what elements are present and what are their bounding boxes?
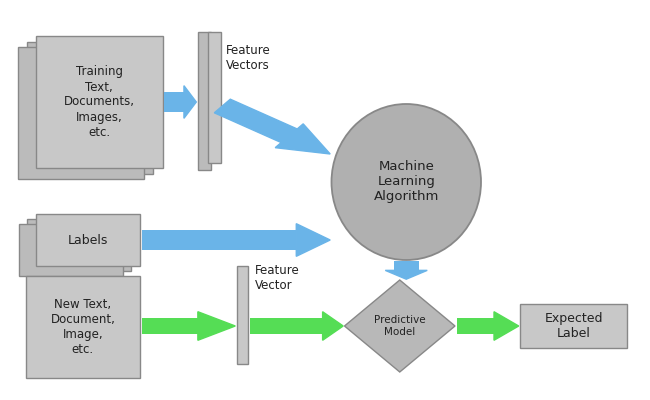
FancyBboxPatch shape — [164, 92, 184, 112]
Polygon shape — [184, 86, 196, 118]
Polygon shape — [344, 280, 455, 372]
Text: New Text,
Document,
Image,
etc.: New Text, Document, Image, etc. — [51, 298, 115, 356]
FancyBboxPatch shape — [198, 32, 211, 170]
Text: Labels: Labels — [68, 234, 108, 246]
Polygon shape — [322, 312, 343, 340]
Text: Feature
Vector: Feature Vector — [255, 264, 300, 292]
FancyBboxPatch shape — [19, 224, 123, 276]
FancyBboxPatch shape — [250, 318, 322, 334]
FancyBboxPatch shape — [26, 276, 140, 378]
FancyBboxPatch shape — [237, 266, 248, 364]
Polygon shape — [198, 312, 235, 340]
FancyBboxPatch shape — [457, 318, 494, 334]
FancyBboxPatch shape — [36, 214, 140, 266]
Polygon shape — [385, 270, 427, 279]
FancyArrow shape — [214, 99, 330, 154]
Text: Predictive
Model: Predictive Model — [374, 315, 426, 337]
FancyBboxPatch shape — [36, 36, 162, 168]
FancyBboxPatch shape — [142, 230, 296, 250]
Ellipse shape — [332, 104, 481, 260]
FancyBboxPatch shape — [142, 318, 198, 334]
Text: Feature
Vectors: Feature Vectors — [226, 44, 271, 72]
Text: Machine
Learning
Algorithm: Machine Learning Algorithm — [374, 160, 439, 204]
FancyBboxPatch shape — [520, 304, 627, 348]
FancyBboxPatch shape — [27, 219, 131, 271]
FancyBboxPatch shape — [394, 261, 419, 270]
Polygon shape — [494, 312, 519, 340]
Text: Expected
Label: Expected Label — [545, 312, 603, 340]
Text: Training
Text,
Documents,
Images,
etc.: Training Text, Documents, Images, etc. — [64, 66, 135, 138]
Polygon shape — [296, 224, 330, 256]
FancyBboxPatch shape — [208, 32, 221, 163]
FancyBboxPatch shape — [18, 47, 144, 179]
FancyBboxPatch shape — [27, 42, 153, 174]
